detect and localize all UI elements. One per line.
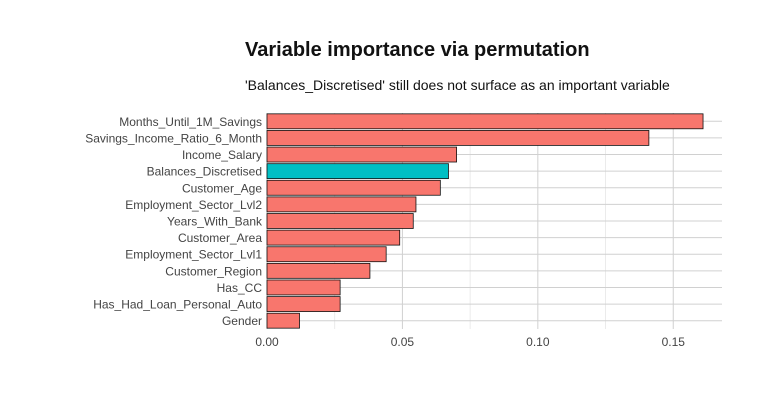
- y-tick-label: Employment_Sector_Lvl1: [125, 248, 262, 262]
- y-tick-label: Customer_Region: [165, 264, 262, 278]
- x-tick-label: 0.15: [662, 335, 686, 349]
- y-tick-label: Balances_Discretised: [147, 165, 262, 179]
- x-tick-label: 0.05: [391, 335, 415, 349]
- y-tick-label: Savings_Income_Ratio_6_Month: [85, 131, 262, 145]
- y-tick-label: Employment_Sector_Lvl2: [125, 198, 262, 212]
- y-tick-label: Years_With_Bank: [167, 215, 263, 229]
- bar-months-until-1m-savings: [266, 113, 704, 130]
- chart-title: Variable importance via permutation: [245, 39, 590, 61]
- x-tick-label: 0.00: [255, 335, 279, 349]
- bars: [266, 113, 704, 329]
- y-tick-label: Customer_Age: [182, 181, 262, 195]
- x-tick-label: 0.10: [526, 335, 550, 349]
- y-tick-label: Gender: [222, 314, 262, 328]
- bar-has-had-loan-personal-auto: [266, 296, 341, 312]
- y-tick-label: Customer_Area: [178, 231, 262, 245]
- bar-years-with-bank: [266, 213, 414, 229]
- y-tick-label: Income_Salary: [182, 148, 262, 162]
- chart-subtitle: 'Balances_Discretised' still does not su…: [245, 77, 670, 93]
- x-axis-labels: 0.00 0.05 0.10 0.15: [255, 335, 685, 349]
- bar-customer-area: [266, 229, 401, 246]
- y-tick-label: Months_Until_1M_Savings: [119, 115, 262, 129]
- bar-employment-sector-lvl2: [266, 196, 417, 213]
- bar-has-cc: [266, 279, 341, 296]
- bar-customer-region: [266, 262, 371, 279]
- bar-employment-sector-lvl1: [266, 246, 387, 263]
- bar-income-salary: [266, 146, 457, 163]
- bar-customer-age: [266, 179, 441, 196]
- y-axis-labels: Months_Until_1M_Savings Savings_Income_Ra…: [85, 115, 263, 328]
- bar-savings-income-ratio-6-month: [266, 130, 650, 146]
- bar-gender: [266, 312, 300, 329]
- y-tick-label: Has_CC: [217, 281, 263, 295]
- bar-balances-discretised: [266, 163, 449, 180]
- y-tick-label: Has_Had_Loan_Personal_Auto: [93, 298, 262, 312]
